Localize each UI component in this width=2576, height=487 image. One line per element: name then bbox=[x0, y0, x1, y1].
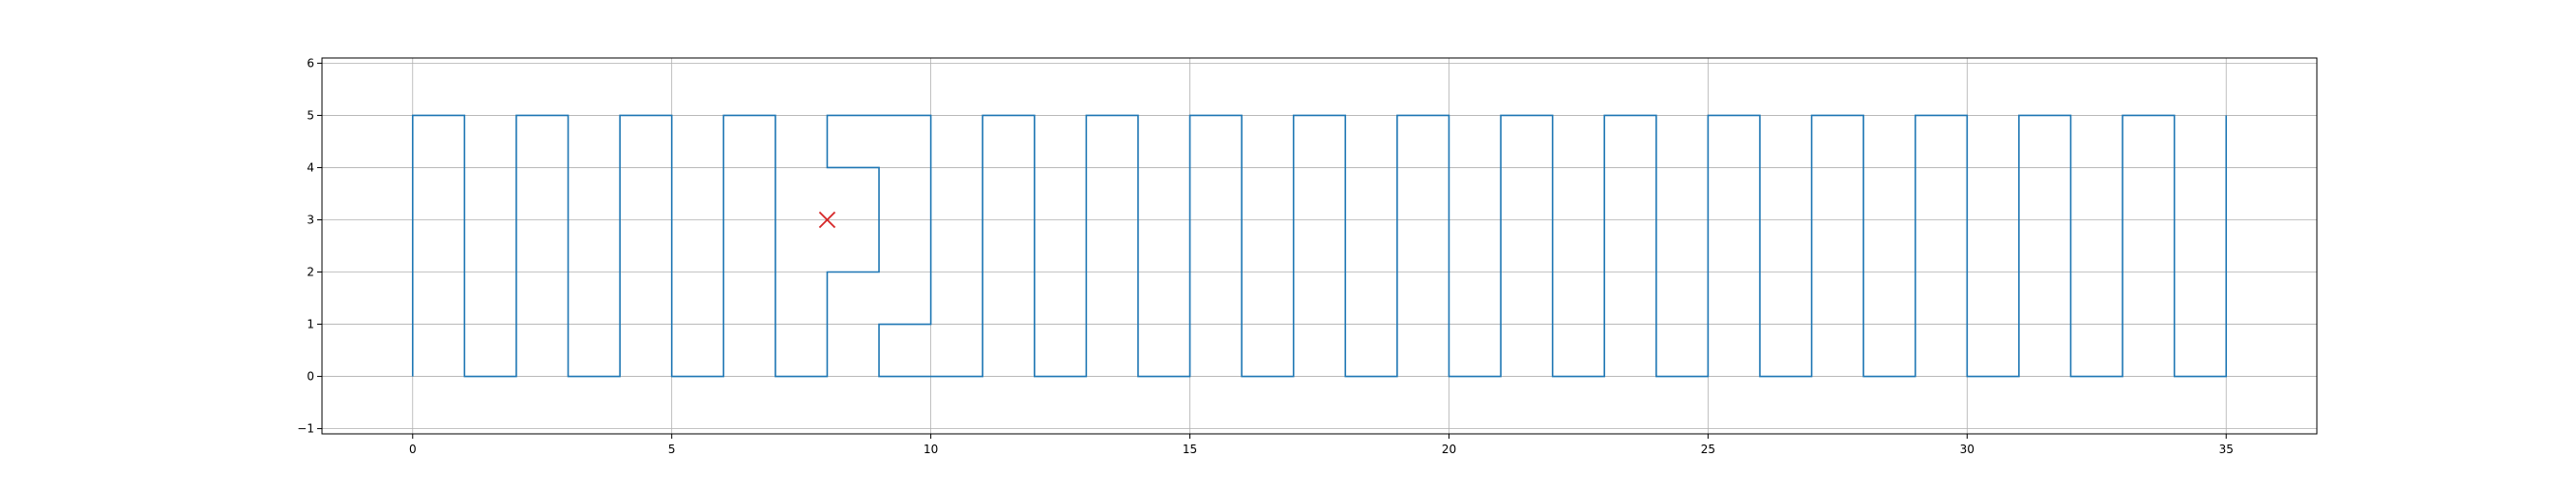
series-layer bbox=[411, 114, 2228, 378]
y-tick-label: 6 bbox=[307, 56, 314, 70]
axes: 0 5 10 15 20 25 30 35 −1 0 1 2 3 4 5 6 bbox=[297, 56, 2318, 456]
y-tick-label: 2 bbox=[307, 266, 314, 279]
scatter-point-x-marker bbox=[818, 211, 836, 229]
x-tick-label: 15 bbox=[1183, 443, 1197, 456]
x-tick-label: 25 bbox=[1701, 443, 1715, 456]
x-tick-label: 30 bbox=[1960, 443, 1975, 456]
y-tick-label: −1 bbox=[297, 422, 314, 436]
y-tick-label: 1 bbox=[307, 318, 314, 331]
x-tick-label: 35 bbox=[2219, 443, 2234, 456]
x-tick-label: 20 bbox=[1442, 443, 1456, 456]
y-tick-label: 4 bbox=[307, 160, 314, 174]
axes-frame bbox=[321, 57, 2318, 435]
y-tick-label: 5 bbox=[307, 108, 314, 122]
x-marker-stroke bbox=[818, 211, 836, 229]
y-tick-label: 0 bbox=[307, 370, 314, 384]
x-tick-label: 5 bbox=[668, 443, 676, 456]
y-tick-label: 3 bbox=[307, 213, 314, 226]
series-line bbox=[411, 114, 2228, 378]
x-tick-label: 0 bbox=[409, 443, 417, 456]
x-tick-label: 10 bbox=[923, 443, 938, 456]
